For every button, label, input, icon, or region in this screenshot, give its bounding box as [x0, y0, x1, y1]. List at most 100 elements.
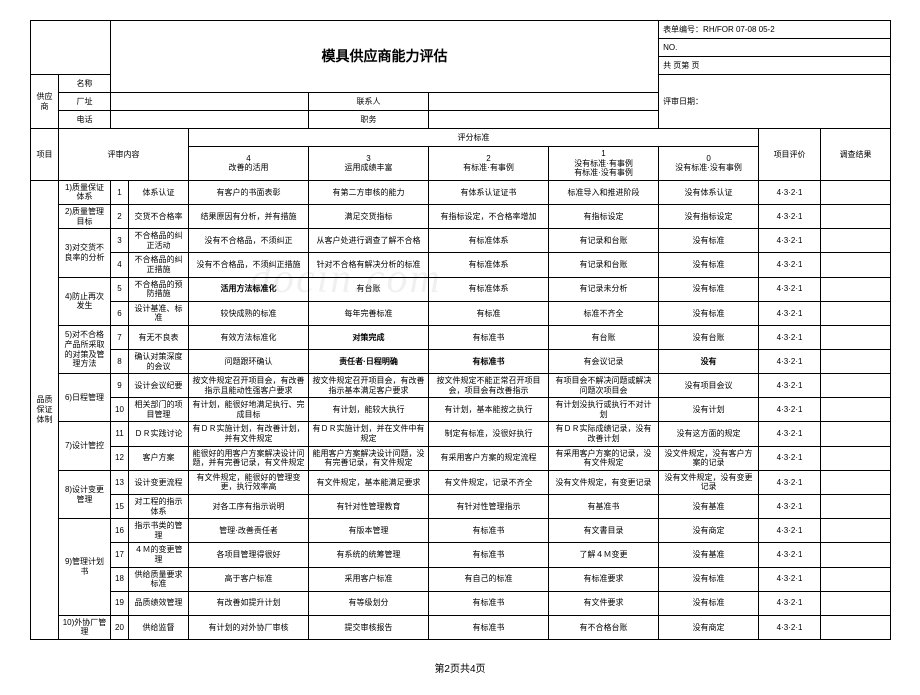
criteria-cell: 没有这方面的规定 [659, 422, 759, 446]
col-result: 调查结果 [821, 129, 891, 181]
criteria-cell: 没有基准 [659, 543, 759, 567]
criteria-cell: 没有标准 [659, 567, 759, 591]
criteria-cell: 有效方法标准化 [189, 325, 309, 349]
table-row: 2)质量管理目标2交货不合格率结果原因有分析，并有措施满足交货指标有指标设定，不… [31, 204, 891, 228]
criteria-cell: 对各工序有指示说明 [189, 495, 309, 519]
row-num: 5 [111, 277, 129, 301]
criteria-cell: 有针对性管理指示 [429, 495, 549, 519]
row-content: 相关部门的项目管理 [129, 398, 189, 422]
criteria-cell: 没有标准 [659, 591, 759, 615]
eval-cell: 4·3·2·1 [759, 567, 821, 591]
criteria-cell: 问题跟环确认 [189, 349, 309, 373]
criteria-cell: 没有商定 [659, 615, 759, 639]
criteria-cell: 没有指标设定 [659, 204, 759, 228]
eval-cell: 4·3·2·1 [759, 591, 821, 615]
eval-cell: 4·3·2·1 [759, 253, 821, 277]
criteria-cell: 有计划，基本能按之执行 [429, 398, 549, 422]
result-cell [821, 615, 891, 639]
criteria-cell: 没有计划 [659, 398, 759, 422]
col-2: 2 有标准·有事例 [429, 147, 549, 181]
table-row: 4不合格品的纠正措施没有不合格品，不须纠正措施针对不合格有解决分析的标准有标准体… [31, 253, 891, 277]
criteria-cell: 有标准书 [429, 325, 549, 349]
criteria-cell: 满足交货指标 [309, 204, 429, 228]
row-num: 6 [111, 301, 129, 325]
row-num: 9 [111, 374, 129, 398]
col-content: 评审内容 [59, 129, 189, 181]
row-num: 13 [111, 470, 129, 494]
row-content: 不合格品的纠正措施 [129, 253, 189, 277]
eval-cell: 4·3·2·1 [759, 615, 821, 639]
eval-cell: 4·3·2·1 [759, 470, 821, 494]
criteria-cell: 有基准书 [549, 495, 659, 519]
criteria-cell: 没有体系认证 [659, 180, 759, 204]
table-row: 7)设计管控11ＤＲ实践讨论有ＤＲ实施计划，有改善计划，并有文件规定有ＤＲ实施计… [31, 422, 891, 446]
criteria-cell: 有体系认证证书 [429, 180, 549, 204]
supplier-label: 供应商 [31, 75, 59, 129]
criteria-cell: 管理·改善责任者 [189, 519, 309, 543]
result-cell [821, 253, 891, 277]
contact-label: 联系人 [309, 93, 429, 111]
criteria-cell: 没有商定 [659, 519, 759, 543]
criteria-cell: 有第二方审核的能力 [309, 180, 429, 204]
criteria-cell: 有标准书 [429, 519, 549, 543]
row-content: 确认对策深度的会议 [129, 349, 189, 373]
table-row: 19品质绩效管理有改善如提升计划有等级划分有标准书有文件要求没有标准4·3·2·… [31, 591, 891, 615]
group-label: 10)外协厂管理 [59, 615, 111, 639]
criteria-cell: 标准导入和推进阶段 [549, 180, 659, 204]
row-content: 设计变更流程 [129, 470, 189, 494]
col-3: 3 运用成绩丰富 [309, 147, 429, 181]
row-content: 供给监督 [129, 615, 189, 639]
criteria-cell: 没有 [659, 349, 759, 373]
criteria-cell: 有ＤＲ实际成绩记录，没有改善计划 [549, 422, 659, 446]
criteria-cell: 有不合格台账 [549, 615, 659, 639]
col-0: 0 没有标准·没有事例 [659, 147, 759, 181]
criteria-cell: 针对不合格有解决分析的标准 [309, 253, 429, 277]
criteria-cell: 各项目管理得很好 [189, 543, 309, 567]
criteria-cell: 有客户的书面表彰 [189, 180, 309, 204]
row-content: 指示书类的管理 [129, 519, 189, 543]
criteria-cell: 较快成熟的标准 [189, 301, 309, 325]
criteria-cell: 有记录和台账 [549, 229, 659, 253]
result-cell [821, 422, 891, 446]
page-label: 共 页第 页 [659, 57, 891, 75]
result-cell [821, 446, 891, 470]
page-title: 模具供应商能力评估 [111, 21, 659, 93]
criteria-cell: 制定有标准，没很好执行 [429, 422, 549, 446]
criteria-cell: 有采用客户方案的规定流程 [429, 446, 549, 470]
row-num: 3 [111, 229, 129, 253]
criteria-cell: 按文件规定不能正常召开项目会，项目会有改善指示 [429, 374, 549, 398]
table-row: 10相关部门的项目管理有计划，能很好地满足执行、完成目标有计划，能较大执行有计划… [31, 398, 891, 422]
group-label: 9)管理计划书 [59, 519, 111, 616]
eval-cell: 4·3·2·1 [759, 301, 821, 325]
row-num: 15 [111, 495, 129, 519]
result-cell [821, 398, 891, 422]
table-row: 4)防止再次发生5不合格品的预防措施活用方法标准化有台账有标准体系有记录未分析没… [31, 277, 891, 301]
row-content: 设计基准、标准 [129, 301, 189, 325]
row-num: 7 [111, 325, 129, 349]
criteria-cell: 有标准体系 [429, 229, 549, 253]
row-content: 供给质量要求标准 [129, 567, 189, 591]
form-code: 表单编号：RH/FOR 07-08 05-2 [659, 21, 891, 39]
result-cell [821, 325, 891, 349]
row-num: 1 [111, 180, 129, 204]
criteria-cell: 没有标准 [659, 301, 759, 325]
criteria-cell: 有计划，能很好地满足执行、完成目标 [189, 398, 309, 422]
criteria-cell: 有标准书 [429, 591, 549, 615]
criteria-cell: 有计划，能较大执行 [309, 398, 429, 422]
group-label: 5)对不合格产品所采取的对策及管理方法 [59, 325, 111, 373]
table-row: 15对工程的指示体系对各工序有指示说明有针对性管理教育有针对性管理指示有基准书没… [31, 495, 891, 519]
criteria-cell: 没有文件规定，有变更记录 [549, 470, 659, 494]
row-content: 不合格品的纠正活动 [129, 229, 189, 253]
criteria-cell: 活用方法标准化 [189, 277, 309, 301]
col-project: 项目 [31, 129, 59, 181]
col-4: 4 改善的活用 [189, 147, 309, 181]
criteria-cell: 有标准体系 [429, 253, 549, 277]
criteria-cell: 有文件规定，记录不齐全 [429, 470, 549, 494]
eval-cell: 4·3·2·1 [759, 398, 821, 422]
criteria-cell: 有文書目录 [549, 519, 659, 543]
row-content: 有无不良表 [129, 325, 189, 349]
criteria-cell: 有ＤＲ实施计划，并在文件中有规定 [309, 422, 429, 446]
name-label: 名称 [59, 75, 111, 93]
row-num: 16 [111, 519, 129, 543]
criteria-cell: 有等级划分 [309, 591, 429, 615]
